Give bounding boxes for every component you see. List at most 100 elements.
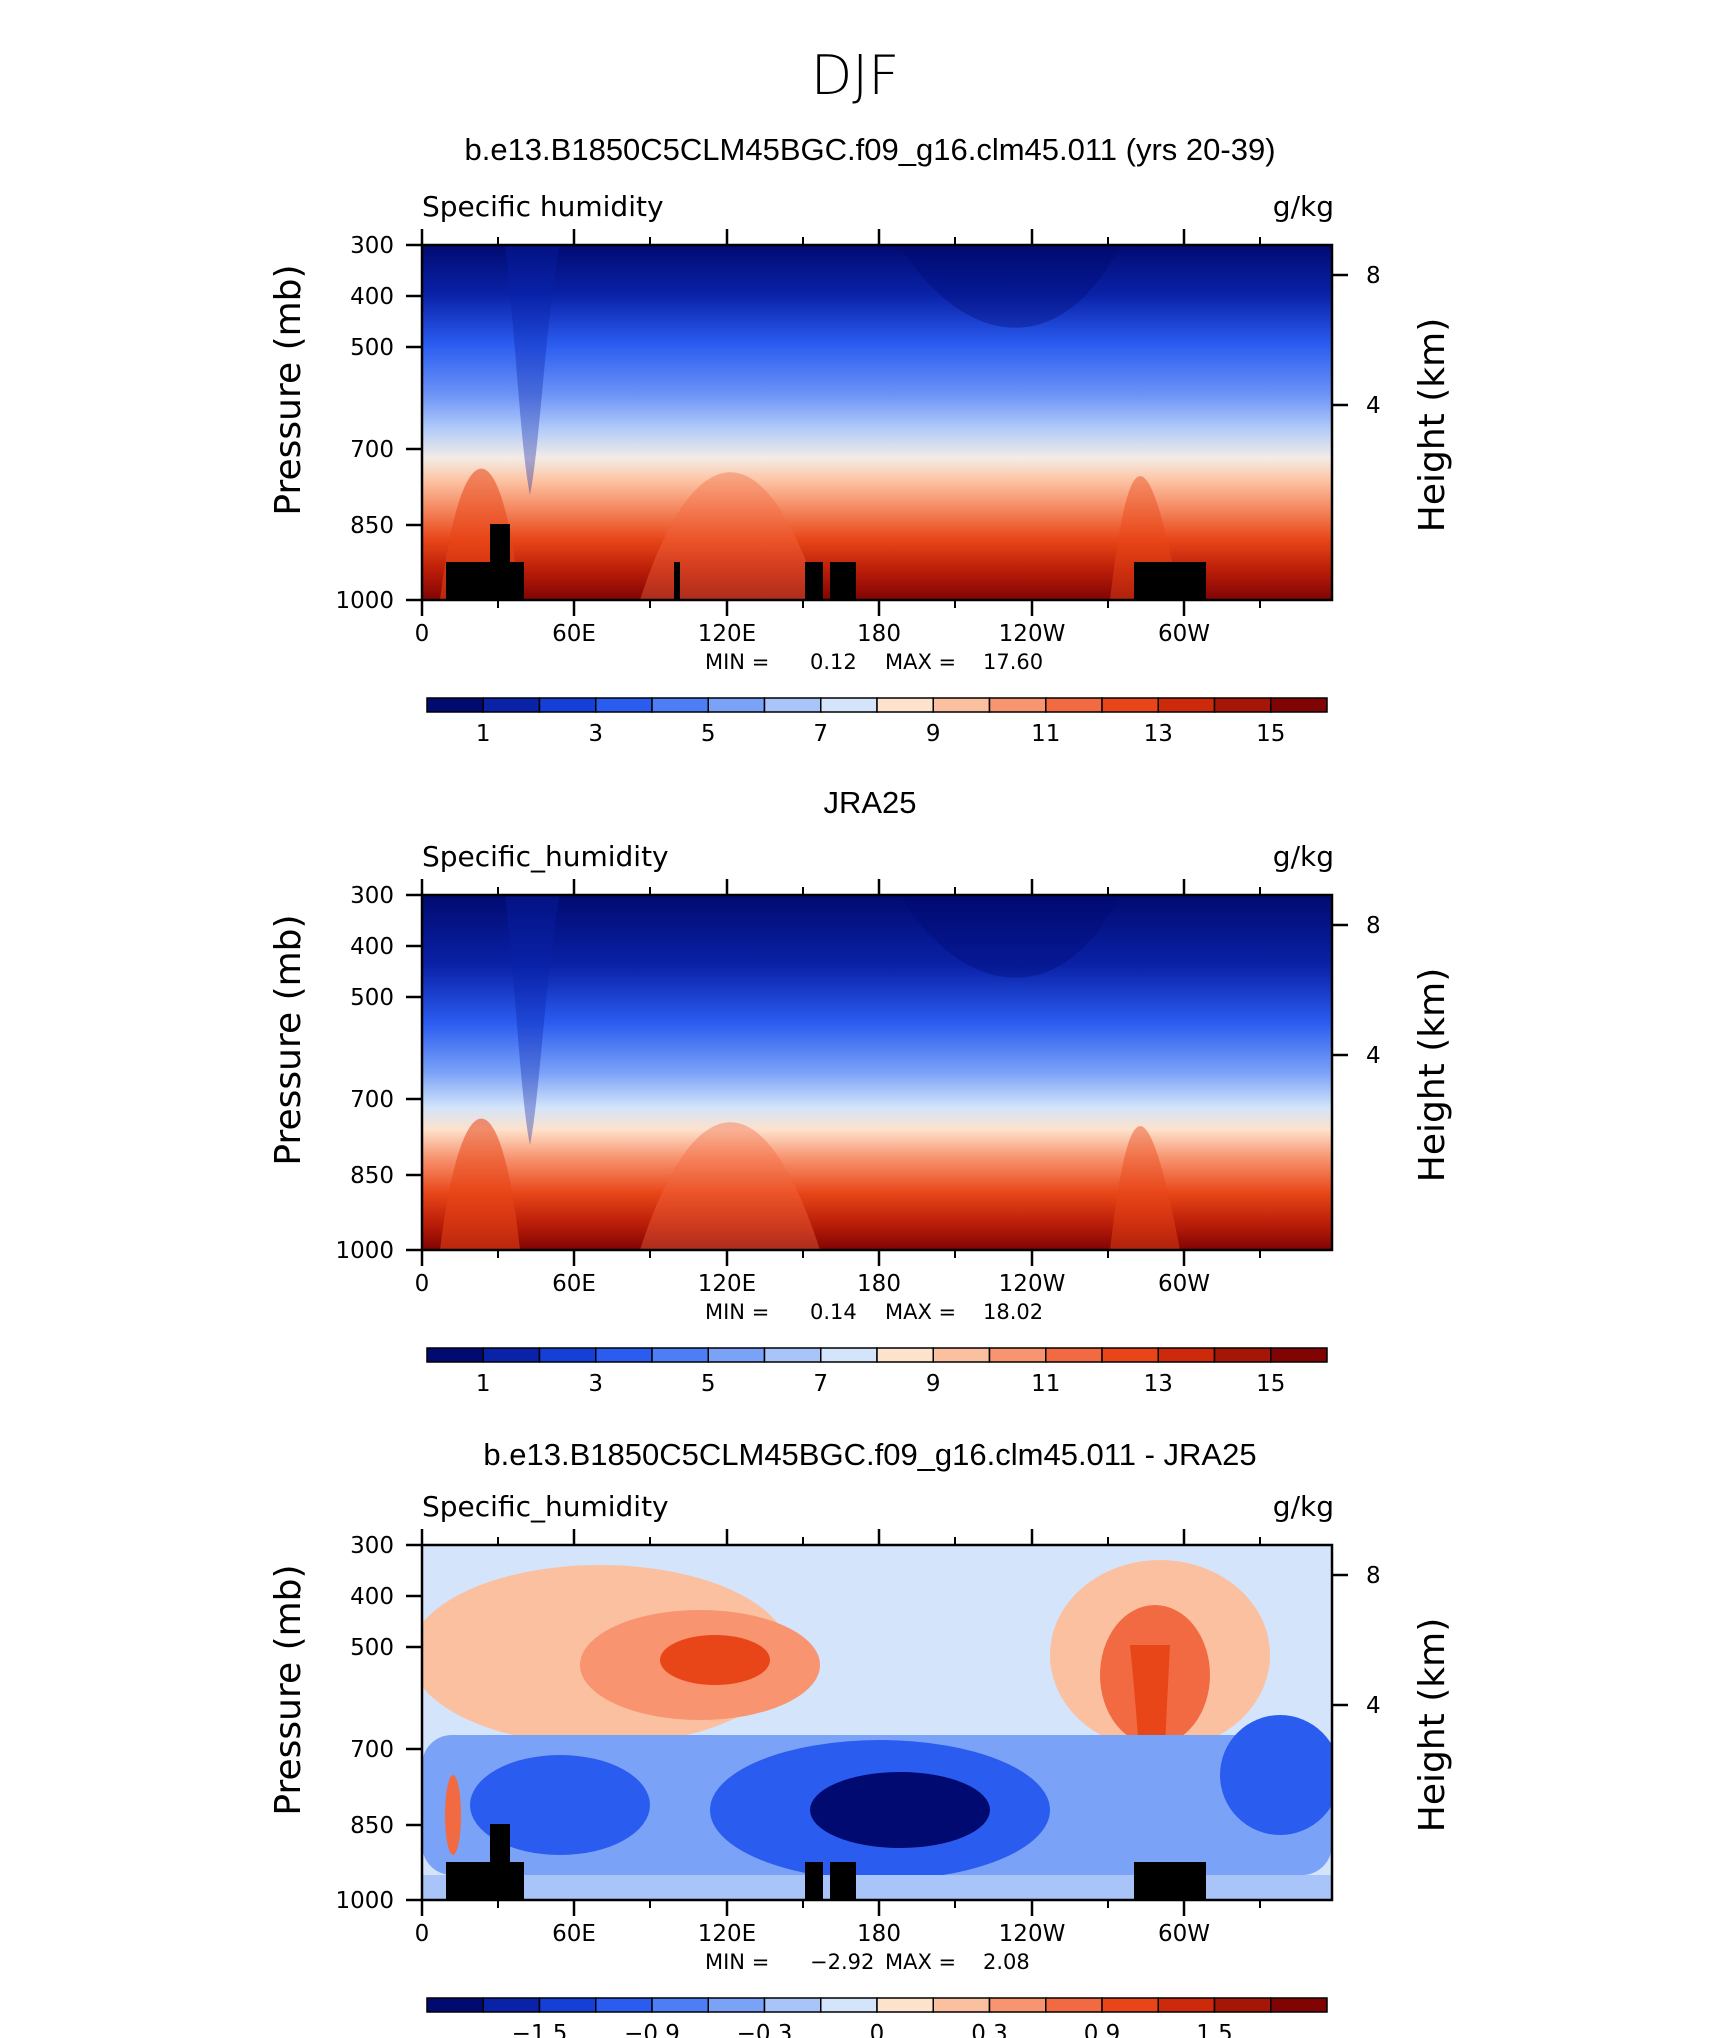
colorbar-label: 9 <box>926 1371 941 1397</box>
max-value: 18.02 <box>983 1300 1043 1324</box>
max-value: 17.60 <box>983 650 1043 674</box>
colorbar-swatch <box>988 1347 1047 1363</box>
x-tick-label: 120E <box>698 1271 756 1297</box>
plot-frame <box>420 893 1334 1252</box>
y-tick-label: 400 <box>350 934 394 960</box>
colorbar-label: −0.9 <box>624 2021 680 2038</box>
colorbar-swatch <box>1157 697 1216 713</box>
colorbar-swatch <box>1157 1347 1216 1363</box>
plot-frame <box>420 243 1334 602</box>
x-tick-label: 180 <box>857 1271 901 1297</box>
colorbar-swatch <box>1101 697 1159 713</box>
units-label: g/kg <box>1273 840 1334 873</box>
colorbar-swatch <box>595 1997 653 2013</box>
topography-mask <box>446 562 524 600</box>
colorbar-swatch <box>538 1347 597 1363</box>
colorbar-swatch <box>426 697 484 713</box>
topography-mask <box>830 562 856 600</box>
panel-2: 0 60E 120E 180 120W 60W 300 400 500 700 850 1000 8 4 P… <box>268 840 1453 1397</box>
contour-field <box>422 1545 1332 1900</box>
height-tick-label: 8 <box>1366 913 1381 939</box>
colorbar-swatch <box>482 1997 541 2013</box>
colorbar-swatch <box>1270 697 1328 713</box>
colorbar-label: 15 <box>1256 721 1285 747</box>
topography-mask <box>1134 1862 1206 1900</box>
colorbar-label: 5 <box>701 721 716 747</box>
topography-mask <box>674 562 680 600</box>
panel-3-title: b.e13.B1850C5CLM45BGC.f09_g16.clm45.011 … <box>483 1437 1257 1472</box>
max-label: MAX = <box>885 1950 956 1974</box>
colorbar-swatch <box>1101 1997 1159 2013</box>
y-tick-label: 700 <box>350 1737 394 1763</box>
y-tick-label: 1000 <box>335 1888 394 1914</box>
field-gradient <box>422 245 1332 600</box>
y-tick-label: 850 <box>350 513 394 539</box>
x-tick-label: 180 <box>857 621 901 647</box>
min-label: MIN = <box>705 1950 769 1974</box>
warm-lobe-maritime <box>640 1122 820 1250</box>
colorbar-swatch <box>1045 1347 1103 1363</box>
dry-tongue-east-africa <box>505 245 560 495</box>
x-tick-label: 60E <box>552 1921 596 1947</box>
colorbar-label: 3 <box>588 1371 603 1397</box>
y-tick-label: 300 <box>350 1533 394 1559</box>
colorbar-label: 7 <box>813 721 828 747</box>
colorbar-swatch <box>1270 1347 1328 1363</box>
colorbar-label: 1 <box>476 721 491 747</box>
colorbar-swatch <box>1101 1347 1159 1363</box>
colorbar-swatch <box>820 1347 878 1363</box>
colorbar-swatch <box>1045 1997 1103 2013</box>
x-tick-label: 120W <box>999 1271 1066 1297</box>
colorbar-swatch <box>876 1347 934 1363</box>
dry-tongue-east-africa <box>505 895 560 1145</box>
colorbar-label: 11 <box>1031 1371 1060 1397</box>
colorbar: 1 3 5 7 9 11 13 15 <box>426 1347 1328 1397</box>
colorbar-swatch <box>707 1347 766 1363</box>
units-label: g/kg <box>1273 190 1334 223</box>
colorbar-label: 7 <box>813 1371 828 1397</box>
colorbar-swatch <box>932 697 991 713</box>
panel-1-title: b.e13.B1850C5CLM45BGC.f09_g16.clm45.011 … <box>464 132 1276 167</box>
topography-mask <box>446 1862 524 1900</box>
variable-label: Specific_humidity <box>422 1490 669 1523</box>
colorbar-swatch <box>707 697 766 713</box>
colorbar-swatch <box>1270 1997 1328 2013</box>
y-tick-label: 500 <box>350 335 394 361</box>
colorbar-swatch <box>1213 697 1272 713</box>
colorbar-swatch <box>763 1347 822 1363</box>
colorbar-label: 0.9 <box>1084 2021 1121 2038</box>
colorbar-swatch <box>1045 697 1103 713</box>
y-tick-label: 500 <box>350 985 394 1011</box>
max-label: MAX = <box>885 1300 956 1324</box>
x-tick-label: 120E <box>698 621 756 647</box>
right-axis-title: Height (km) <box>1412 1618 1453 1832</box>
colorbar-swatch <box>482 697 541 713</box>
warm-lobe-africa <box>440 1118 520 1250</box>
y-axis-title: Pressure (mb) <box>268 264 309 515</box>
colorbar-swatch <box>426 1347 484 1363</box>
plot-frame <box>420 1543 1334 1902</box>
x-tick-label: 0 <box>415 1271 430 1297</box>
right-axis-title: Height (km) <box>1412 968 1453 1182</box>
contour-field <box>422 895 1332 1250</box>
colorbar: −1.5 −0.9 −0.3 0 0.3 0.9 1.5 <box>426 1997 1328 2038</box>
colorbar-label: 15 <box>1256 1371 1285 1397</box>
topography-mask <box>490 1824 510 1864</box>
y-tick-label: 300 <box>350 233 394 259</box>
min-value: −2.92 <box>810 1950 874 1974</box>
topography-mask <box>805 562 823 600</box>
x-tick-label: 60W <box>1158 1271 1210 1297</box>
negative-anomaly-indian <box>470 1755 650 1855</box>
topography-mask <box>805 1862 823 1900</box>
right-axis-title: Height (km) <box>1412 318 1453 532</box>
colorbar-swatch <box>988 697 1047 713</box>
field-gradient <box>422 895 1332 1250</box>
variable-label: Specific humidity <box>422 190 664 223</box>
negative-anomaly-atlantic <box>1220 1715 1332 1835</box>
page-title: DJF <box>810 44 900 107</box>
panel-3: 0 60E 120E 180 120W 60W 300 400 500 700 850 1000 8 4 P… <box>268 1490 1453 2038</box>
panel-1: 0 60E 120E 180 120W 60W 300 400 500 700 850 1000 8 4 P… <box>268 190 1453 747</box>
max-label: MAX = <box>885 650 956 674</box>
y-tick-label: 1000 <box>335 588 394 614</box>
y-axis-title: Pressure (mb) <box>268 1564 309 1815</box>
